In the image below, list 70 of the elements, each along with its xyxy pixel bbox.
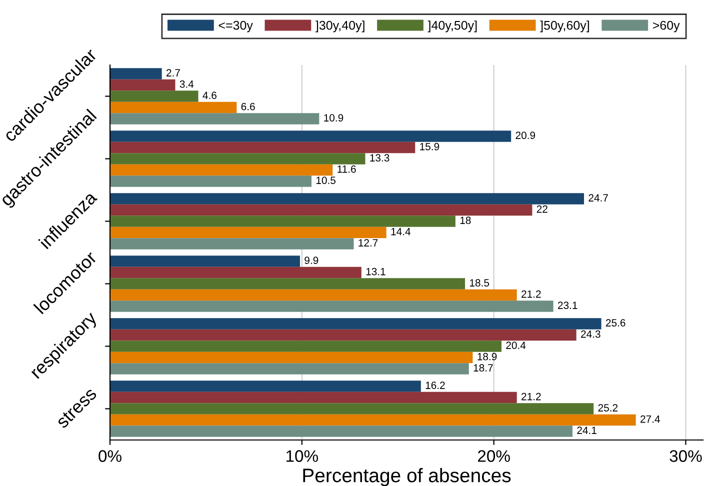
data-label: 15.9 [420,142,440,150]
data-label: 23.1 [558,302,578,310]
data-label: 14.4 [391,228,410,236]
bar [110,216,456,227]
data-label: 16.2 [426,382,445,390]
legend-label: >60y [652,20,680,32]
bar [110,176,312,187]
data-label: 25.2 [598,404,618,412]
data-label: 9.9 [304,256,318,264]
data-label: 20.4 [506,342,526,350]
data-label: 20.9 [516,132,536,140]
bar [110,226,386,238]
data-label: 27.4 [640,415,660,423]
bar [110,318,602,330]
x-tick-label: 0% [98,450,122,462]
bar [110,79,176,91]
data-label: 13.1 [366,268,386,276]
data-label: 22 [536,205,548,213]
bar [110,329,576,341]
bar [110,130,512,142]
x-axis-title: Percentage of absences [303,468,511,486]
x-tick-label: 10% [286,450,318,462]
data-label: 6.6 [241,102,255,110]
x-tick-label: 30% [670,450,702,462]
bar [110,352,473,364]
data-label: 10.5 [316,176,336,184]
data-label: 21.2 [522,290,541,298]
bar [110,403,594,414]
data-label: 11.6 [338,165,356,173]
legend-label: <=30y [218,20,253,32]
bar [110,426,572,437]
bar [110,392,517,404]
data-label: 4.6 [202,92,216,100]
bar [110,289,517,301]
bar [110,266,362,278]
bar [110,380,421,392]
bar [110,90,198,102]
bar [110,142,416,154]
bar [110,340,502,352]
legend-label: ]30y,40y] [316,20,364,32]
bar [110,193,584,204]
bar [110,414,636,426]
bar [110,300,554,312]
data-label: 24.7 [588,194,608,202]
bar [110,68,162,80]
x-tick-label: 20% [478,450,510,462]
bar [110,278,466,290]
data-label: 24.3 [581,330,600,338]
data-label: 24.1 [577,426,596,434]
bar [110,204,532,216]
data-label: 25.6 [606,319,626,327]
legend-label: ]50y,60y] [540,20,589,32]
legend-label: ]40y,50y] [428,20,477,32]
bar [110,256,300,267]
bar [110,102,237,114]
data-label: 18 [460,216,471,224]
bar [110,153,366,164]
bar [110,164,333,176]
data-label: 10.9 [324,114,344,122]
data-label: 12.7 [358,239,378,246]
bar [110,238,354,250]
data-label: 2.7 [166,69,180,76]
data-label: 18.7 [474,364,493,372]
bar [110,113,320,124]
data-label: 3.4 [180,80,194,88]
data-label: 21.2 [522,392,541,400]
bar [110,363,469,374]
data-label: 13.3 [370,154,390,162]
data-label: 18.9 [478,352,497,360]
data-label: 18.5 [470,279,490,287]
